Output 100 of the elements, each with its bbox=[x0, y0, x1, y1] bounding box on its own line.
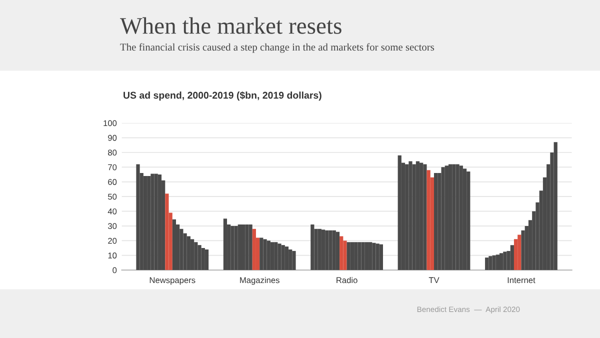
bar bbox=[147, 176, 151, 270]
bar bbox=[230, 226, 234, 270]
bar bbox=[252, 228, 256, 270]
bar bbox=[201, 248, 205, 270]
bar bbox=[350, 242, 354, 270]
bar bbox=[260, 238, 264, 270]
bar bbox=[314, 228, 318, 270]
chart-subtitle: The financial crisis caused a step change in the ad markets for some sectors bbox=[120, 43, 434, 53]
x-tick-label: TV bbox=[428, 277, 440, 284]
y-tick-label: 20 bbox=[108, 238, 117, 244]
bar bbox=[444, 166, 448, 270]
y-tick-label: 40 bbox=[108, 208, 117, 214]
bar bbox=[466, 172, 470, 270]
bar bbox=[441, 167, 445, 270]
bar bbox=[514, 239, 518, 270]
bar bbox=[408, 161, 412, 270]
text: US ad spend, 2000-2019 ($bn, 2019 dollars) bbox=[124, 91, 322, 101]
bar bbox=[423, 164, 427, 270]
y-tick-label: 60 bbox=[108, 179, 117, 185]
bar bbox=[190, 239, 194, 270]
bar bbox=[398, 155, 402, 270]
bar bbox=[456, 164, 460, 270]
bar bbox=[194, 242, 198, 270]
bar bbox=[186, 236, 190, 270]
bar bbox=[165, 194, 169, 270]
bar bbox=[372, 242, 376, 270]
bar bbox=[318, 228, 322, 270]
bar bbox=[158, 174, 162, 270]
bar bbox=[183, 233, 187, 270]
y-tick-label: 50 bbox=[108, 194, 117, 200]
bar bbox=[346, 242, 350, 270]
bar bbox=[328, 230, 332, 270]
bar bbox=[241, 224, 246, 270]
bar bbox=[238, 224, 242, 270]
x-tick-label: Newspapers bbox=[150, 277, 196, 285]
bar bbox=[281, 245, 285, 270]
y-tick-label: 90 bbox=[108, 134, 117, 141]
bar bbox=[358, 242, 362, 270]
bar bbox=[325, 230, 329, 270]
chart-title: When the market resets bbox=[120, 17, 342, 34]
bar bbox=[180, 228, 184, 270]
y-tick-label: 0 bbox=[112, 267, 117, 274]
bar bbox=[416, 161, 420, 270]
bar bbox=[172, 219, 176, 270]
bar bbox=[364, 242, 369, 270]
bar bbox=[266, 240, 270, 270]
bar bbox=[198, 245, 202, 270]
bar bbox=[405, 164, 409, 270]
bar bbox=[340, 236, 344, 270]
bar bbox=[150, 174, 154, 270]
bar bbox=[462, 168, 467, 270]
bar bbox=[336, 232, 340, 270]
bar bbox=[278, 244, 282, 270]
bar bbox=[284, 246, 289, 270]
bar bbox=[361, 242, 365, 270]
bar bbox=[143, 176, 148, 270]
bar bbox=[368, 242, 372, 270]
bar bbox=[234, 226, 238, 270]
bar bbox=[245, 224, 249, 270]
bar bbox=[554, 142, 558, 270]
bar bbox=[500, 253, 504, 270]
bar bbox=[521, 230, 525, 270]
bar bbox=[426, 170, 430, 270]
bar bbox=[136, 164, 140, 270]
bar bbox=[510, 245, 514, 270]
y-tick-label: 100 bbox=[104, 120, 117, 126]
bar bbox=[448, 164, 452, 270]
bar bbox=[503, 252, 507, 270]
bar bbox=[274, 242, 278, 270]
bar bbox=[379, 244, 383, 270]
bar bbox=[154, 174, 158, 270]
bar bbox=[492, 255, 496, 270]
bar bbox=[288, 249, 292, 270]
bar bbox=[420, 162, 424, 270]
bar bbox=[248, 224, 252, 270]
bar bbox=[332, 230, 336, 270]
bar bbox=[310, 224, 314, 270]
bar bbox=[485, 258, 489, 270]
y-tick-label: 10 bbox=[108, 252, 117, 258]
bar bbox=[204, 249, 209, 270]
y-tick-label: 70 bbox=[108, 164, 117, 170]
bar bbox=[488, 256, 492, 270]
bar bbox=[270, 242, 274, 270]
bar bbox=[263, 239, 267, 270]
bar bbox=[223, 218, 228, 270]
y-tick-label: 80 bbox=[108, 150, 117, 156]
bar bbox=[518, 234, 522, 270]
bar bbox=[412, 164, 416, 270]
y-tick-label: 30 bbox=[108, 223, 117, 230]
bar bbox=[459, 166, 463, 270]
x-tick-label: Radio bbox=[336, 277, 358, 284]
bar bbox=[321, 230, 326, 270]
bar bbox=[354, 242, 358, 270]
bar bbox=[434, 173, 438, 270]
bar bbox=[452, 164, 456, 270]
bar bbox=[376, 244, 380, 270]
x-tick-label: Internet bbox=[508, 277, 536, 284]
bar bbox=[292, 250, 296, 270]
bar bbox=[496, 254, 500, 270]
x-tick-label: Magazines bbox=[240, 277, 280, 285]
